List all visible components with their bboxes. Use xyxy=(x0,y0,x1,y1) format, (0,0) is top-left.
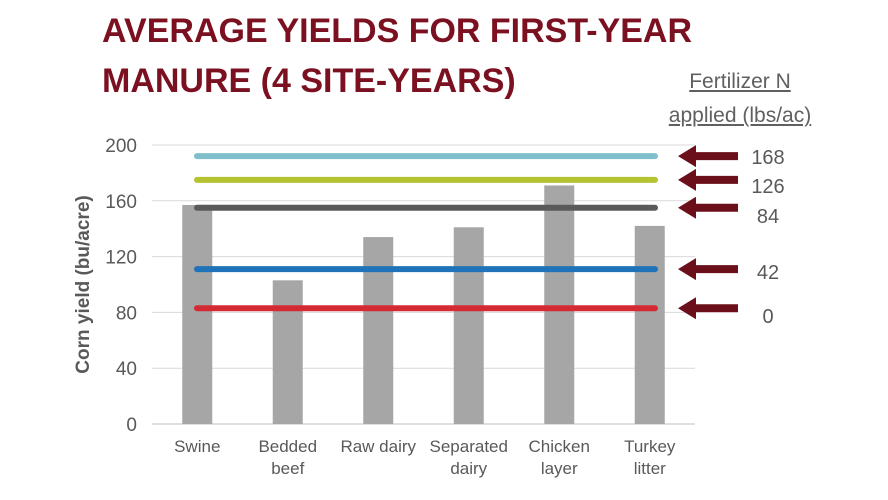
reference-line-label: 42 xyxy=(757,262,779,284)
arrow-icon xyxy=(678,196,738,219)
bar xyxy=(182,204,213,424)
legend-title-line-1: Fertilizer N xyxy=(689,70,791,93)
y-axis-label: Corn yield (bu/acre) xyxy=(73,195,94,373)
legend-title-line-2: applied (lbs/ac) xyxy=(668,104,812,127)
x-tick-label-line: litter xyxy=(634,459,666,478)
x-tick-label-line: Swine xyxy=(174,437,220,456)
x-tick-label-line: beef xyxy=(271,459,304,478)
reference-line-label: 0 xyxy=(762,306,773,328)
bar xyxy=(272,280,303,424)
x-tick-label-line: Separated xyxy=(430,437,508,456)
y-tick-label: 160 xyxy=(105,192,137,213)
x-tick-label: Chicken layer xyxy=(529,437,590,478)
bar xyxy=(453,227,484,424)
bar xyxy=(544,185,575,424)
y-tick-label: 40 xyxy=(116,359,137,380)
x-tick-label-line: dairy xyxy=(450,459,487,478)
bar xyxy=(363,237,394,424)
y-tick-label: 0 xyxy=(126,415,137,436)
x-tick-label: Separated dairy xyxy=(430,437,508,478)
chart-title-line-1: AVERAGE YIELDS FOR FIRST-YEAR xyxy=(102,12,693,50)
y-tick-label: 80 xyxy=(116,303,137,324)
y-tick-label: 200 xyxy=(105,136,137,157)
x-tick-label: Swine xyxy=(174,437,220,456)
chart-title-line-2: MANURE (4 SITE-YEARS) xyxy=(102,62,516,100)
arrow-icon xyxy=(678,297,738,320)
reference-line-label: 84 xyxy=(757,206,779,228)
x-tick-label: Turkey litter xyxy=(624,437,676,478)
arrow-icon xyxy=(678,168,738,191)
x-tick-label-line: Turkey xyxy=(624,437,676,456)
x-tick-label-line: Raw dairy xyxy=(340,437,416,456)
reference-line-label: 168 xyxy=(751,147,784,169)
arrow-icon xyxy=(678,258,738,281)
arrow-icon xyxy=(678,145,738,168)
x-tick-label-line: layer xyxy=(541,459,578,478)
y-tick-label: 120 xyxy=(105,248,137,269)
x-tick-label: Raw dairy xyxy=(340,437,416,456)
x-tick-label-line: Chicken xyxy=(529,437,590,456)
bar xyxy=(634,225,665,424)
x-tick-label-line: Bedded xyxy=(258,437,317,456)
x-tick-label: Bedded beef xyxy=(258,437,317,478)
reference-line-label: 126 xyxy=(751,176,784,198)
